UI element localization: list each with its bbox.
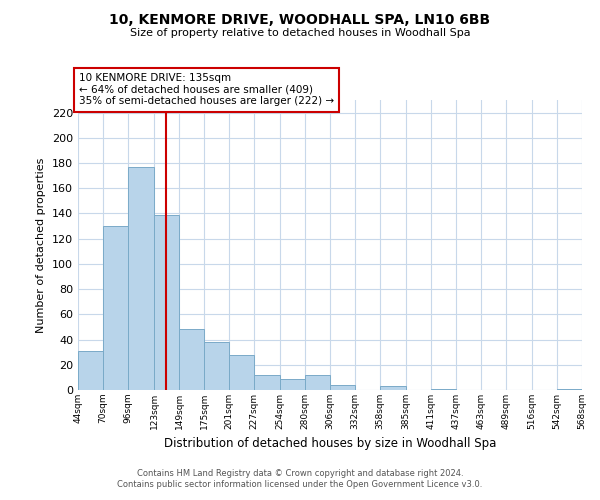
Bar — [179, 330, 204, 390]
Bar — [380, 386, 406, 390]
Text: Contains HM Land Registry data © Crown copyright and database right 2024.: Contains HM Land Registry data © Crown c… — [137, 468, 463, 477]
Bar — [305, 375, 330, 390]
Bar — [254, 375, 280, 390]
Bar — [154, 214, 179, 390]
Text: Size of property relative to detached houses in Woodhall Spa: Size of property relative to detached ho… — [130, 28, 470, 38]
Bar — [280, 378, 305, 390]
Bar — [330, 385, 355, 390]
X-axis label: Distribution of detached houses by size in Woodhall Spa: Distribution of detached houses by size … — [164, 438, 496, 450]
Bar — [557, 388, 582, 390]
Y-axis label: Number of detached properties: Number of detached properties — [37, 158, 46, 332]
Bar — [128, 167, 154, 390]
Bar — [204, 342, 229, 390]
Bar — [78, 351, 103, 390]
Text: 10 KENMORE DRIVE: 135sqm
← 64% of detached houses are smaller (409)
35% of semi-: 10 KENMORE DRIVE: 135sqm ← 64% of detach… — [79, 73, 334, 106]
Bar — [229, 354, 254, 390]
Text: Contains public sector information licensed under the Open Government Licence v3: Contains public sector information licen… — [118, 480, 482, 489]
Bar — [431, 388, 456, 390]
Bar — [103, 226, 128, 390]
Text: 10, KENMORE DRIVE, WOODHALL SPA, LN10 6BB: 10, KENMORE DRIVE, WOODHALL SPA, LN10 6B… — [109, 12, 491, 26]
